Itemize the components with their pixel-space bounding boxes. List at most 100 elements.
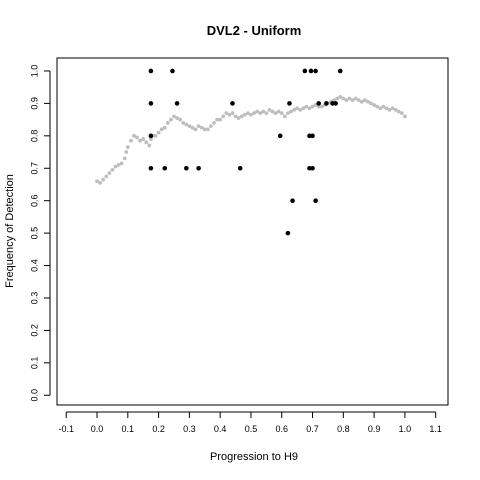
x-tick-label: 0.4 (214, 424, 227, 434)
data-point (113, 164, 118, 169)
data-point (202, 127, 207, 132)
data-point (124, 150, 129, 154)
data-point (178, 117, 183, 122)
data-point (148, 101, 154, 106)
data-point (148, 133, 154, 139)
data-point (399, 111, 404, 116)
data-point (375, 104, 380, 109)
data-point (184, 122, 189, 127)
data-point (310, 104, 315, 109)
y-tick-label: 0.3 (29, 292, 39, 305)
data-point (277, 133, 283, 139)
data-point (230, 101, 235, 106)
data-point (308, 68, 314, 74)
data-point (193, 127, 198, 132)
x-tick-label: 1.0 (399, 424, 412, 434)
data-point (396, 109, 401, 114)
data-point (239, 114, 244, 119)
data-point (125, 145, 130, 150)
x-axis: -0.1 0.0 0.1 0.2 0.3 0.4 0.5 0.6 0.7 0.8 0.9 1.0 1.1 (58, 411, 442, 434)
data-point (402, 114, 407, 119)
data-point (290, 198, 295, 203)
data-point (298, 107, 303, 112)
data-point (295, 106, 300, 111)
x-axis-label: Progression to H9 (210, 451, 298, 463)
data-point (170, 68, 175, 74)
data-point (384, 106, 389, 111)
data-point (313, 198, 318, 203)
data-point (128, 138, 133, 143)
data-point (369, 101, 373, 106)
data-point (227, 112, 232, 117)
data-point (337, 68, 343, 74)
data-point (153, 133, 158, 138)
data-point (196, 165, 201, 171)
data-point (324, 101, 329, 106)
data-point (249, 112, 253, 117)
data-point (242, 112, 247, 117)
data-point (116, 163, 121, 167)
data-point (135, 135, 139, 140)
data-point (169, 117, 173, 122)
data-point (362, 98, 367, 103)
data-point (141, 137, 146, 141)
data-point (270, 109, 275, 114)
data-point (366, 99, 370, 104)
data-point (273, 111, 278, 116)
x-tick-label: 0.9 (368, 424, 381, 434)
data-point (344, 98, 349, 103)
data-point (138, 138, 143, 143)
x-tick-label: 0.6 (275, 424, 288, 434)
data-point (119, 161, 124, 166)
data-point (335, 96, 340, 101)
x-tick-label: 0.7 (306, 424, 319, 434)
data-point (196, 124, 201, 129)
y-tick-label: 0.0 (29, 389, 39, 402)
data-point (261, 109, 266, 114)
x-tick-label: 0.1 (122, 424, 135, 434)
data-point (162, 125, 167, 130)
x-tick-label: -0.1 (58, 424, 74, 434)
data-point (187, 124, 192, 129)
data-point (347, 96, 352, 101)
y-tick-label: 0.9 (29, 97, 39, 110)
data-point (159, 127, 164, 132)
data-point (387, 107, 392, 112)
data-point (252, 111, 256, 116)
data-point (372, 103, 377, 107)
y-tick-label: 0.6 (29, 194, 39, 207)
data-point (313, 68, 318, 74)
data-point (276, 109, 281, 114)
x-tick-label: 0.8 (337, 424, 350, 434)
x-tick-label: 0.2 (152, 424, 165, 434)
data-point (292, 107, 296, 112)
data-point (165, 120, 170, 125)
data-point (332, 98, 336, 103)
series-layer (95, 68, 407, 236)
data-point (147, 143, 152, 148)
data-point (378, 106, 383, 111)
data-point (144, 140, 149, 145)
data-point (221, 114, 226, 119)
data-point (237, 165, 243, 171)
x-tick-label: 0.5 (245, 424, 258, 434)
y-axis: 0.0 0.1 0.2 0.3 0.4 0.5 0.6 0.7 0.8 0.9 1.0 (29, 65, 51, 402)
data-point (353, 96, 358, 101)
series-1 (148, 68, 343, 236)
data-point (282, 114, 287, 119)
x-tick-label: 1.1 (429, 424, 442, 434)
plot-frame (56, 57, 449, 406)
y-tick-label: 0.8 (29, 130, 39, 143)
data-point (393, 107, 398, 112)
x-tick-label: 0.3 (183, 424, 196, 434)
data-point (224, 111, 229, 116)
data-point (341, 96, 346, 101)
data-point (350, 98, 355, 103)
data-point (190, 125, 195, 130)
data-point (218, 117, 223, 122)
data-point (148, 165, 154, 171)
data-point (233, 114, 238, 119)
data-point (286, 111, 290, 116)
data-point (175, 116, 179, 120)
